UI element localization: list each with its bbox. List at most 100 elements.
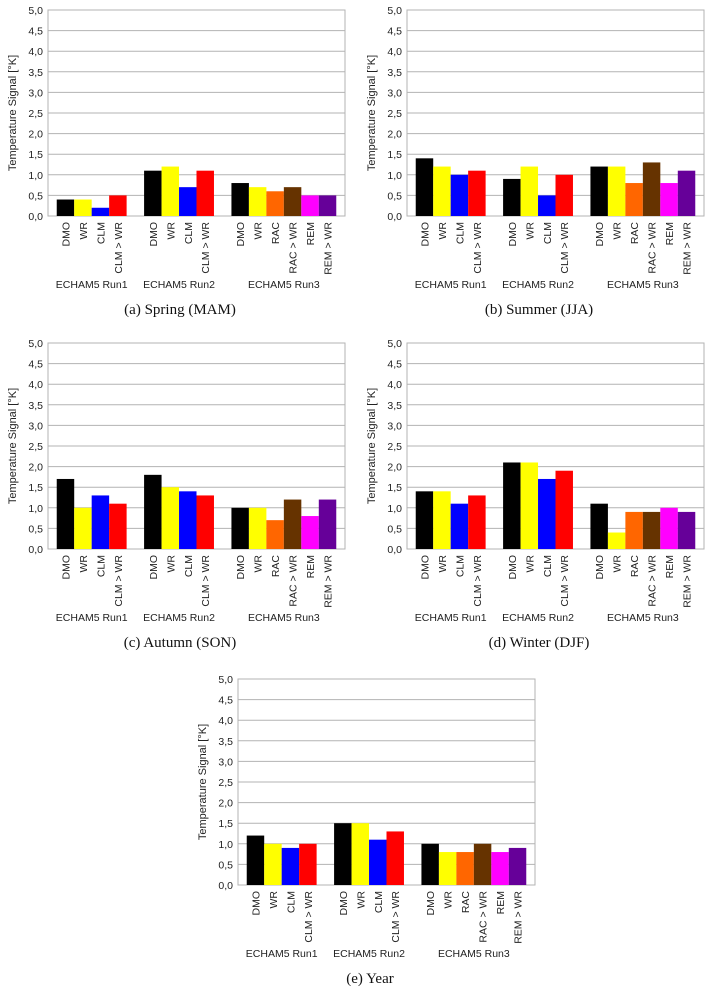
bar: [246, 835, 265, 885]
y-tick-label: 5,0: [218, 674, 233, 686]
x-tick-label: CLM > WR: [200, 555, 212, 607]
x-tick-label: CLM > WR: [559, 555, 571, 607]
x-tick-label: WR: [268, 891, 280, 909]
bar: [56, 478, 75, 549]
bar: [318, 195, 337, 216]
y-tick-label: 0,0: [387, 211, 402, 223]
x-tick-label: DMO: [148, 555, 160, 580]
chart-panel-spring: 0,0 0,5 1,0 1,5 2,0 2,5 3,0 3,5 4,0 4,5 5,0 Tempera…: [0, 0, 360, 330]
chart-panel-autumn: 0,0 0,5 1,0 1,5 2,0 2,5 3,0 3,5 4,0 4,5 5,0 Tempera…: [0, 333, 360, 663]
bar: [179, 187, 197, 216]
group-label: ECHAM5 Run2: [143, 279, 215, 291]
bar: [508, 847, 527, 885]
bar: [91, 207, 110, 216]
x-tick-label: RAC: [629, 222, 641, 245]
group-label: ECHAM5 Run2: [502, 279, 574, 291]
group-label: ECHAM5 Run3: [438, 948, 510, 960]
bar: [144, 474, 162, 549]
y-axis-label: Temperature Signal [°K]: [7, 388, 19, 504]
bar: [266, 520, 284, 549]
y-tick-label: 1,0: [387, 170, 402, 182]
bar: [196, 170, 214, 216]
bar: [264, 843, 282, 885]
bar: [660, 183, 678, 216]
y-tick-label: 2,5: [387, 441, 402, 453]
x-tick-label: RAC > WR: [288, 222, 300, 274]
bar: [266, 191, 284, 216]
x-tick-label: REM: [664, 222, 676, 245]
bar: [301, 516, 319, 549]
group-label: ECHAM5 Run1: [246, 948, 318, 960]
x-tick-label: CLM: [95, 555, 107, 577]
y-tick-label: 1,0: [218, 839, 233, 851]
bar: [520, 166, 539, 216]
bar: [625, 183, 643, 216]
caption-year: (e) Year: [346, 971, 394, 987]
bar: [161, 487, 180, 549]
chart-panel-winter: 0,0 0,5 1,0 1,5 2,0 2,5 3,0 3,5 4,0 4,5 5,0 Tempera…: [359, 333, 719, 663]
x-tick-label: WR: [437, 555, 449, 573]
bar: [555, 470, 573, 549]
bar: [144, 170, 162, 216]
y-tick-label: 4,5: [28, 26, 43, 38]
y-tick-label: 2,0: [218, 798, 233, 810]
y-tick-label: 3,0: [387, 87, 402, 99]
x-tick-label: CLM: [95, 222, 107, 244]
x-tick-label: DMO: [419, 555, 431, 580]
x-tick-label: CLM > WR: [113, 222, 125, 274]
x-tick-label: WR: [78, 222, 90, 240]
y-tick-label: 4,0: [218, 715, 233, 727]
y-tick-label: 0,0: [28, 211, 43, 223]
caption-spring: (a) Spring (MAM): [124, 302, 236, 318]
y-axis-label: Temperature Signal [°K]: [197, 724, 209, 840]
x-tick-label: WR: [165, 555, 177, 573]
bar: [74, 507, 92, 549]
bar: [283, 499, 302, 549]
x-tick-label: DMO: [60, 222, 72, 247]
y-tick-label: 2,5: [387, 108, 402, 120]
x-tick-label: CLM > WR: [472, 222, 484, 274]
group-label: ECHAM5 Run1: [415, 612, 487, 624]
y-tick-label: 3,0: [28, 87, 43, 99]
y-tick-label: 2,0: [28, 462, 43, 474]
x-tick-label: CLM > WR: [200, 222, 212, 274]
x-tick-label: CLM: [542, 555, 554, 577]
x-tick-label: REM: [305, 555, 317, 578]
y-tick-label: 5,0: [28, 338, 43, 350]
y-tick-label: 0,0: [387, 544, 402, 556]
x-tick-label: CLM: [183, 555, 195, 577]
x-tick-label: DMO: [148, 222, 160, 247]
bar: [248, 507, 267, 549]
bar: [433, 166, 451, 216]
group-label: ECHAM5 Run3: [248, 612, 320, 624]
y-tick-label: 5,0: [28, 5, 43, 17]
y-tick-label: 1,5: [28, 482, 43, 494]
y-tick-label: 1,5: [387, 482, 402, 494]
bar: [369, 839, 387, 885]
group-label: ECHAM5 Run3: [607, 279, 679, 291]
y-tick-label: 0,5: [387, 523, 402, 535]
caption-autumn: (c) Autumn (SON): [123, 635, 237, 651]
y-tick-label: 4,0: [387, 46, 402, 58]
x-tick-label: DMO: [594, 555, 606, 580]
x-tick-label: DMO: [507, 555, 519, 580]
x-tick-label: CLM: [183, 222, 195, 244]
bar: [161, 166, 180, 216]
bar: [433, 491, 451, 549]
x-tick-label: WR: [253, 222, 265, 240]
x-tick-label: RAC: [460, 891, 472, 914]
bar: [642, 511, 661, 549]
x-tick-label: REM: [495, 891, 507, 914]
x-tick-label: REM > WR: [323, 555, 335, 608]
bar: [503, 178, 521, 216]
y-axis-label: Temperature Signal [°K]: [366, 55, 378, 171]
y-tick-label: 4,5: [387, 359, 402, 371]
x-tick-label: WR: [524, 555, 536, 573]
chart-panel-year: 0,0 0,5 1,0 1,5 2,0 2,5 3,0 3,5 4,0 4,5 5,0 Tempera…: [190, 669, 550, 999]
y-tick-label: 3,0: [387, 420, 402, 432]
group-label: ECHAM5 Run2: [333, 948, 405, 960]
x-tick-label: DMO: [235, 555, 247, 580]
bar: [590, 166, 608, 216]
bar: [231, 183, 249, 216]
bar: [109, 195, 127, 216]
